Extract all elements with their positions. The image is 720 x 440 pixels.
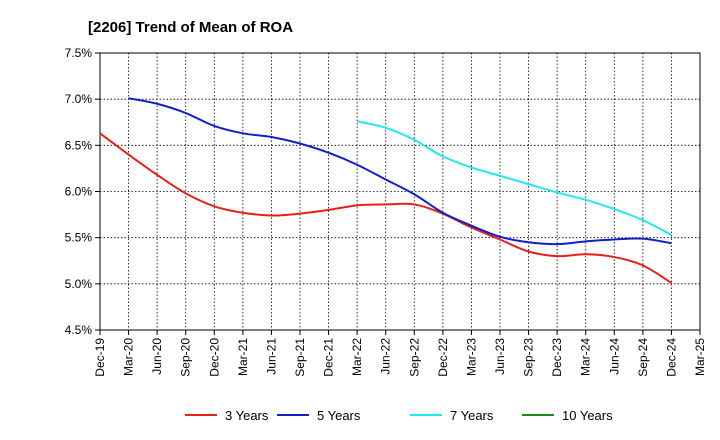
x-tick-label: Mar-23 — [464, 338, 478, 376]
y-tick-label: 6.5% — [65, 138, 93, 152]
x-tick-label: Sep-21 — [293, 338, 307, 377]
x-tick-label: Jun-24 — [607, 338, 621, 375]
x-tick-label: Jun-21 — [264, 338, 278, 375]
x-tick-label: Sep-23 — [522, 338, 536, 377]
x-tick-label: Sep-24 — [636, 338, 650, 377]
x-tick-label: Mar-24 — [579, 338, 593, 376]
x-tick-label: Dec-22 — [436, 338, 450, 377]
legend-label-10-years: 10 Years — [562, 408, 613, 423]
x-tick-label: Jun-23 — [493, 338, 507, 375]
x-tick-label: Dec-21 — [322, 338, 336, 377]
x-tick-label: Sep-20 — [179, 338, 193, 377]
x-tick-label: Jun-20 — [150, 338, 164, 375]
x-tick-label: Mar-25 — [693, 338, 707, 376]
legend-label-5-years: 5 Years — [317, 408, 361, 423]
x-tick-label: Dec-24 — [664, 338, 678, 377]
y-tick-label: 5.0% — [65, 277, 93, 291]
y-tick-label: 6.0% — [65, 185, 93, 199]
y-tick-label: 7.0% — [65, 92, 93, 106]
series-line-5-years — [128, 97, 672, 246]
x-tick-label: Sep-22 — [407, 338, 421, 377]
legend-label-3-years: 3 Years — [225, 408, 269, 423]
x-tick-label: Mar-20 — [122, 338, 136, 376]
grid — [100, 53, 700, 330]
y-tick-label: 7.5% — [65, 46, 93, 60]
plot-frame — [99, 52, 701, 331]
legend-label-7-years: 7 Years — [450, 408, 494, 423]
x-tick-label: Mar-22 — [350, 338, 364, 376]
x-axis: Dec-19 Mar-20 Jun-20 Sep-20 Dec-20 Mar-21 Jun-… — [93, 330, 707, 377]
x-tick-label: Dec-23 — [550, 338, 564, 377]
x-tick-label: Dec-20 — [207, 338, 221, 377]
y-tick-label: 5.5% — [65, 231, 93, 245]
legend: 3 Years 5 Years 7 Years 10 Years — [185, 408, 613, 423]
series-lines — [99, 97, 672, 284]
chart-title: [2206] Trend of Mean of ROA — [88, 19, 293, 36]
x-tick-label: Dec-19 — [93, 338, 107, 377]
x-tick-label: Mar-21 — [236, 338, 250, 376]
x-tick-label: Jun-22 — [379, 338, 393, 375]
series-line-7-years — [356, 120, 672, 236]
y-axis: 4.5% 5.0% 5.5% 6.0% 6.5% 7.0% 7.5% — [65, 46, 100, 337]
y-tick-label: 4.5% — [65, 323, 93, 337]
series-line-3-years — [99, 132, 672, 284]
